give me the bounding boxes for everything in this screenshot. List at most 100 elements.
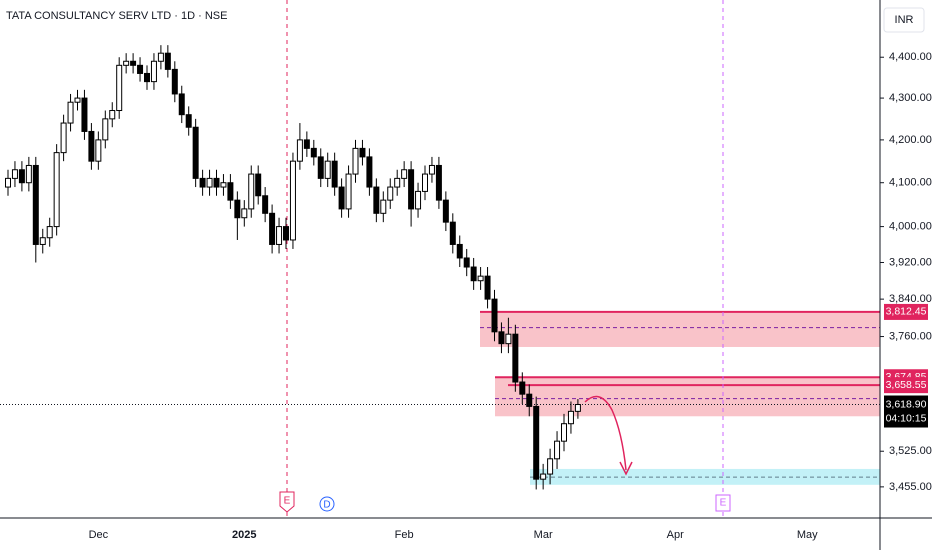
- candle-body: [463, 257, 470, 268]
- candle-body: [262, 195, 269, 214]
- candle-body: [67, 101, 74, 124]
- currency-box: [883, 7, 925, 33]
- candle-body: [130, 60, 137, 66]
- candle-body: [213, 177, 220, 188]
- event-marker: E: [279, 491, 295, 513]
- candle-body: [95, 139, 102, 162]
- candle-body: [567, 410, 574, 425]
- candle-body: [144, 72, 150, 83]
- candle-body: [255, 173, 262, 197]
- candle-body: [289, 160, 296, 241]
- candle-body: [283, 226, 289, 241]
- candle-body: [206, 177, 213, 188]
- candle-body: [366, 156, 373, 188]
- y-tick-label: 3,840.00: [889, 293, 932, 305]
- currency: INR: [895, 14, 914, 26]
- y-tick-label: 4,000.00: [889, 220, 932, 232]
- candle-body: [102, 118, 109, 141]
- candle-body: [5, 177, 11, 188]
- y-tick-label: 3,920.00: [889, 256, 932, 268]
- candle-body: [303, 139, 310, 149]
- candle-body: [505, 333, 512, 345]
- candle-body: [554, 440, 561, 460]
- candle-body: [561, 423, 567, 442]
- candle-body: [241, 208, 248, 219]
- y-tick-label: 4,200.00: [889, 134, 932, 146]
- candle-body: [345, 173, 352, 210]
- candle-body: [234, 199, 241, 219]
- candle-body: [470, 266, 477, 282]
- event-label: D: [323, 500, 330, 511]
- y-tick-label: 4,100.00: [889, 177, 932, 189]
- candle-body: [116, 64, 123, 112]
- y-tick-label: 3,760.00: [889, 330, 932, 342]
- candle-body: [310, 147, 317, 158]
- candle-body: [192, 126, 199, 179]
- candle-body: [81, 97, 88, 132]
- candle-body: [352, 147, 359, 175]
- axes: 3,455.00 3,525.00 3,760.00 3,840.00 3,920.00…: [89, 51, 932, 541]
- candle-body: [498, 331, 505, 345]
- candle-body: [428, 164, 435, 175]
- candle-body: [477, 275, 484, 282]
- event-label: E: [284, 496, 291, 507]
- candle-body: [178, 93, 185, 116]
- candle-body: [324, 160, 331, 179]
- level-label-box: [884, 377, 928, 394]
- candle-body: [401, 169, 408, 179]
- x-tick-label: Mar: [534, 529, 553, 541]
- candle-body: [150, 60, 157, 83]
- candle-body: [220, 182, 227, 188]
- candle-body: [199, 177, 206, 188]
- candle-body: [547, 458, 554, 475]
- candle-body: [171, 68, 178, 95]
- candle-body: [533, 405, 540, 480]
- candle-body: [123, 60, 130, 66]
- candle-body: [338, 186, 345, 210]
- x-tick-label: Apr: [667, 529, 684, 541]
- candle-body: [74, 97, 81, 103]
- y-tick-label: 4,300.00: [889, 92, 932, 104]
- x-tick-label: Feb: [395, 529, 414, 541]
- candle-body: [449, 221, 456, 245]
- candles: [5, 45, 581, 490]
- candle-body: [512, 333, 519, 383]
- candle-body: [359, 147, 366, 158]
- candle-body: [540, 473, 547, 480]
- chart-title: TATA CONSULTANCY SERV LTD · 1D · NSE: [6, 10, 227, 22]
- event-label: E: [720, 498, 727, 509]
- y-tick-label: 3,525.00: [889, 445, 932, 457]
- candle-body: [248, 173, 255, 210]
- arrow-head: [619, 461, 633, 476]
- candle-body: [422, 173, 428, 192]
- candle-body: [39, 237, 46, 245]
- candle-body: [88, 130, 95, 162]
- candle-body: [60, 122, 67, 154]
- candle-body: [276, 226, 283, 245]
- zone: [495, 377, 880, 417]
- y-tick-label: 4,400.00: [889, 51, 932, 63]
- candle-body: [484, 275, 491, 300]
- candle-body: [380, 199, 387, 214]
- candle-body: [519, 381, 526, 395]
- candle-body: [137, 64, 144, 74]
- x-tick-label: Dec: [89, 529, 109, 541]
- candle-body: [442, 199, 449, 223]
- candle-body: [53, 152, 60, 228]
- candle-body: [415, 190, 422, 210]
- candle-body: [456, 243, 463, 259]
- candle-body: [185, 114, 192, 128]
- candle-body: [526, 393, 533, 407]
- event-marker: E: [715, 494, 731, 512]
- candle-body: [32, 164, 39, 245]
- candle-body: [387, 186, 394, 201]
- candle-body: [331, 160, 338, 188]
- candle-body: [11, 169, 18, 179]
- x-tick-label: May: [797, 529, 818, 541]
- level-label: 3,658.55: [886, 379, 927, 391]
- event-marker: D: [319, 496, 335, 512]
- candle-body: [373, 186, 380, 214]
- x-tick-label: 2025: [232, 529, 256, 541]
- candle-body: [25, 164, 32, 184]
